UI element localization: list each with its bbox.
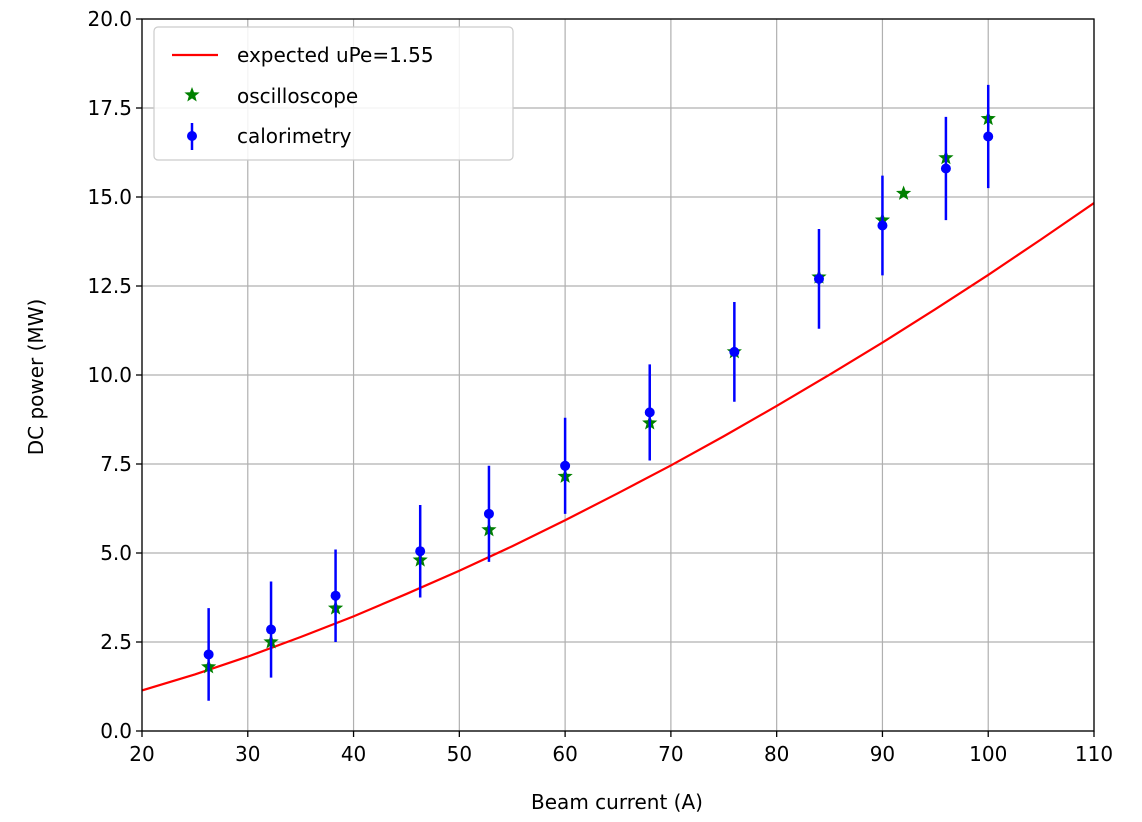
y-tick-label: 7.5: [100, 452, 132, 476]
legend-circle-swatch: [187, 131, 197, 141]
legend-box: [153, 26, 514, 161]
x-tick-label: 60: [552, 742, 577, 766]
legend-label-oscilloscope: oscilloscope: [237, 84, 358, 108]
legend-label-calorimetry: calorimetry: [237, 124, 352, 148]
y-tick-label: 2.5: [100, 630, 132, 654]
calorimetry-point: [266, 624, 277, 635]
y-tick-label: 10.0: [87, 363, 132, 387]
y-tick-label: 12.5: [87, 274, 132, 298]
legend: expected uPe=1.55 oscilloscope calorimet…: [153, 26, 514, 161]
x-axis-label: Beam current (A): [531, 790, 703, 814]
calorimetry-point: [983, 131, 994, 142]
calorimetry-point: [877, 220, 888, 231]
x-tick-label: 110: [1075, 742, 1113, 766]
y-tick-label: 17.5: [87, 96, 132, 120]
calorimetry-point: [415, 546, 426, 557]
oscilloscope-point: [895, 185, 912, 200]
calorimetry-point: [483, 508, 494, 519]
legend-label-expected: expected uPe=1.55: [237, 43, 434, 67]
calorimetry-point: [644, 407, 655, 418]
x-tick-label: 50: [447, 742, 472, 766]
x-tick-label: 30: [235, 742, 260, 766]
y-tick-label: 20.0: [87, 7, 132, 31]
calorimetry-point: [940, 163, 951, 174]
legend-star-swatch: [184, 87, 200, 102]
x-tick-label: 90: [870, 742, 895, 766]
calorimetry-point: [203, 649, 214, 660]
x-tick-label: 20: [129, 742, 154, 766]
y-tick-label: 0.0: [100, 719, 132, 743]
x-tick-label: 40: [341, 742, 366, 766]
y-tick-label: 15.0: [87, 185, 132, 209]
tick-layer: 20 30 40 50 60 70 80 90 100 110 0.0 2.5 5.0 7.5 10.0 12…: [87, 7, 1113, 766]
calorimetry-point: [560, 460, 571, 471]
calorimetry-point: [813, 273, 824, 284]
x-tick-label: 70: [658, 742, 683, 766]
calorimetry-point: [330, 590, 341, 601]
y-tick-label: 5.0: [100, 541, 132, 565]
calorimetry-point: [729, 346, 740, 357]
y-axis-label: DC power (MW): [24, 299, 48, 456]
x-tick-label: 80: [764, 742, 789, 766]
x-tick-label: 100: [969, 742, 1007, 766]
plot-layer: [142, 84, 1094, 701]
expected-line: [142, 202, 1094, 692]
